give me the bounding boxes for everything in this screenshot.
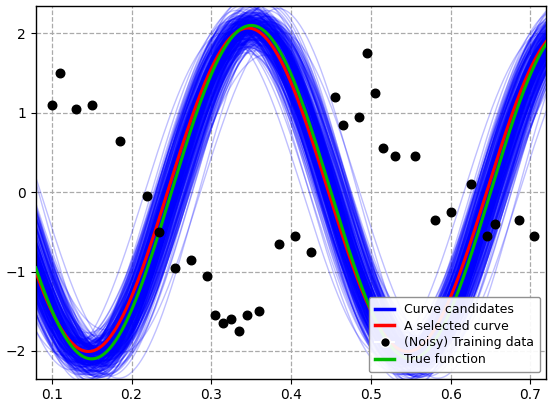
Point	[171, 264, 180, 271]
Point	[255, 308, 264, 315]
Point	[291, 233, 300, 239]
Point	[379, 145, 388, 152]
Point	[235, 328, 243, 334]
Point	[307, 248, 316, 255]
Point	[203, 272, 212, 279]
Point	[55, 70, 64, 76]
Point	[275, 240, 284, 247]
Point	[219, 320, 228, 326]
Point	[71, 106, 80, 112]
Point	[530, 233, 539, 239]
Legend: Curve candidates, A selected curve, (Noisy) Training data, True function: Curve candidates, A selected curve, (Noi…	[369, 297, 540, 373]
Point	[87, 102, 96, 108]
Point	[354, 113, 363, 120]
Point	[115, 137, 124, 144]
Point	[331, 93, 339, 100]
Point	[363, 50, 371, 56]
Point	[143, 193, 152, 200]
Point	[482, 233, 491, 239]
Point	[211, 312, 220, 319]
Point	[446, 209, 455, 215]
Point	[370, 90, 379, 96]
Point	[227, 316, 236, 322]
Point	[243, 312, 252, 319]
Point	[431, 217, 439, 223]
Point	[187, 256, 196, 263]
Point	[47, 102, 56, 108]
Point	[338, 122, 347, 128]
Point	[390, 153, 399, 160]
Point	[155, 228, 164, 235]
Point	[490, 221, 499, 227]
Point	[410, 153, 419, 160]
Point	[466, 181, 475, 187]
Point	[514, 217, 523, 223]
